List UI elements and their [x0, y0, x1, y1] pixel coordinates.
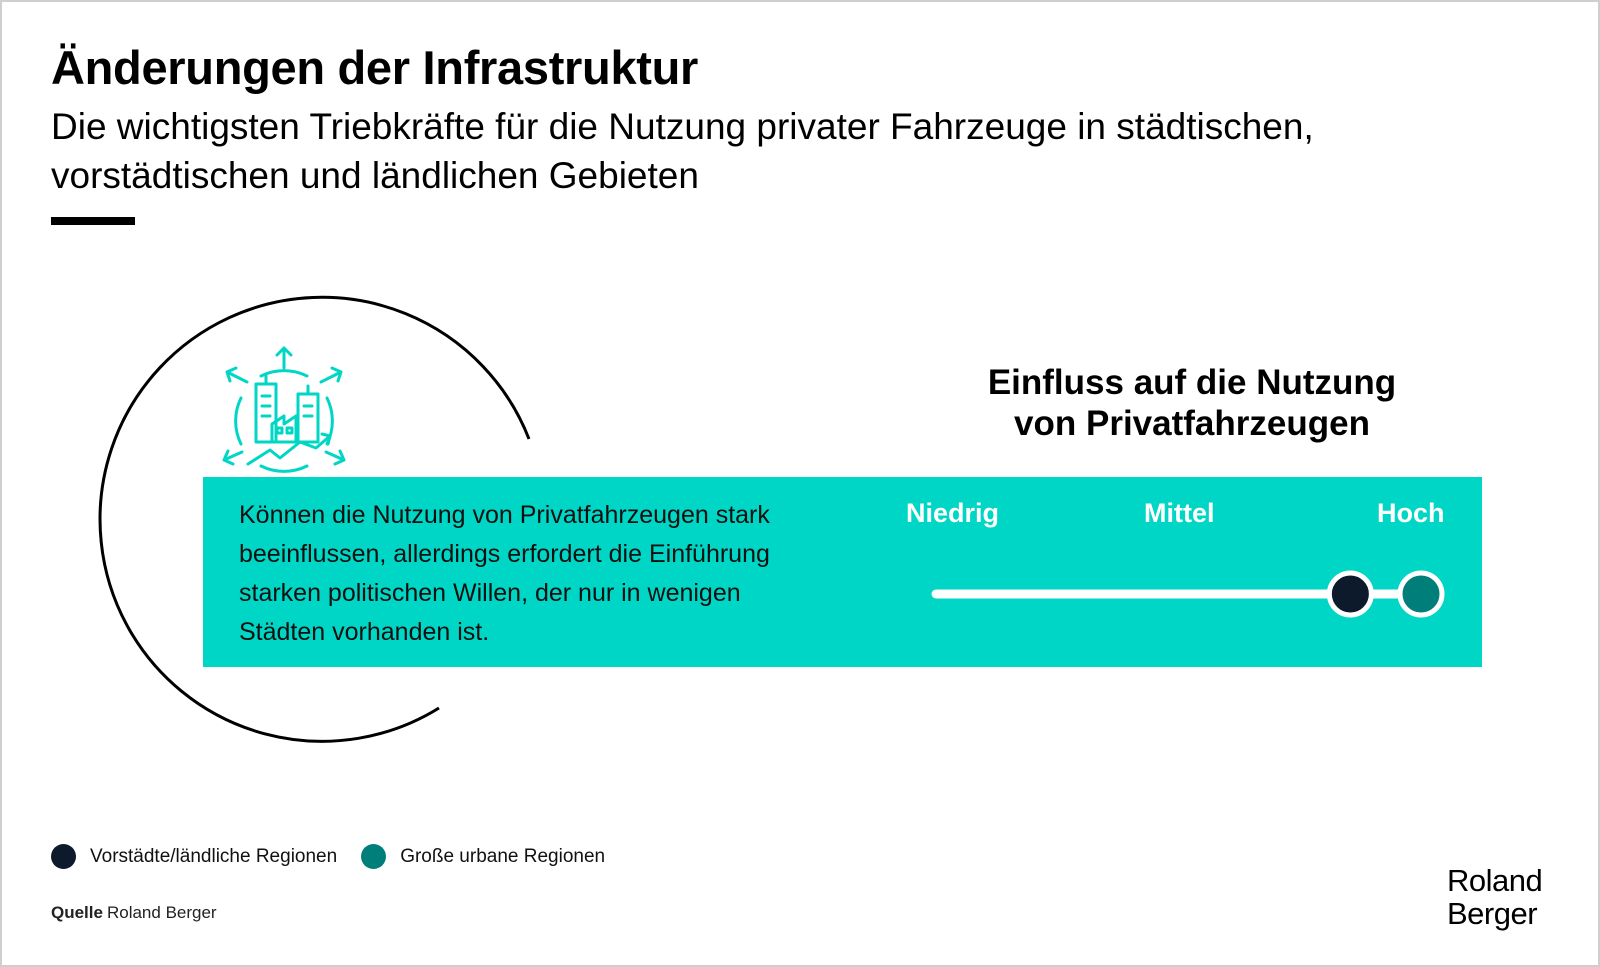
urban-growth-icon	[222, 346, 346, 473]
legend-item-urban: Große urbane Regionen	[361, 844, 605, 869]
legend-label-urban: Große urbane Regionen	[400, 845, 606, 867]
legend-item-suburban: Vorstädte/ländliche Regionen	[51, 844, 337, 869]
driver-band	[203, 477, 1482, 667]
brand-logo-line2: Berger	[1447, 896, 1538, 931]
impact-title-line1: Einfluss auf die Nutzung	[987, 363, 1397, 402]
scale-dot-urban	[1397, 570, 1445, 618]
page-subtitle: Die wichtigsten Triebkräfte für die Nutz…	[51, 106, 1314, 196]
title-underline	[51, 217, 135, 225]
driver-description: Können die Nutzung von Privatfahrzeugen …	[239, 501, 770, 646]
scale-label-high: Hoch	[1377, 498, 1445, 528]
source-text: Roland Berger	[106, 903, 217, 922]
scale-dot-suburban	[1326, 570, 1374, 618]
source-label: Quelle	[51, 903, 103, 922]
brand-logo: Roland Berger	[1447, 863, 1543, 931]
impact-title: Einfluss auf die Nutzung von Privatfahrz…	[942, 362, 1442, 444]
legend-dot-urban	[361, 844, 387, 869]
legend-dot-suburban	[51, 844, 76, 869]
source-note: Quelle Roland Berger	[51, 903, 217, 923]
brand-logo-line1: Roland	[1447, 863, 1543, 898]
scale-label-mid: Mittel	[1144, 498, 1215, 528]
page-title: Änderungen der Infrastruktur	[51, 41, 699, 94]
legend-label-suburban: Vorstädte/ländliche Regionen	[90, 845, 338, 867]
scale-label-low: Niedrig	[906, 498, 1000, 528]
legend: Vorstädte/ländliche Regionen Große urban…	[51, 844, 629, 869]
impact-title-line2: von Privatfahrzeugen	[1014, 404, 1370, 443]
